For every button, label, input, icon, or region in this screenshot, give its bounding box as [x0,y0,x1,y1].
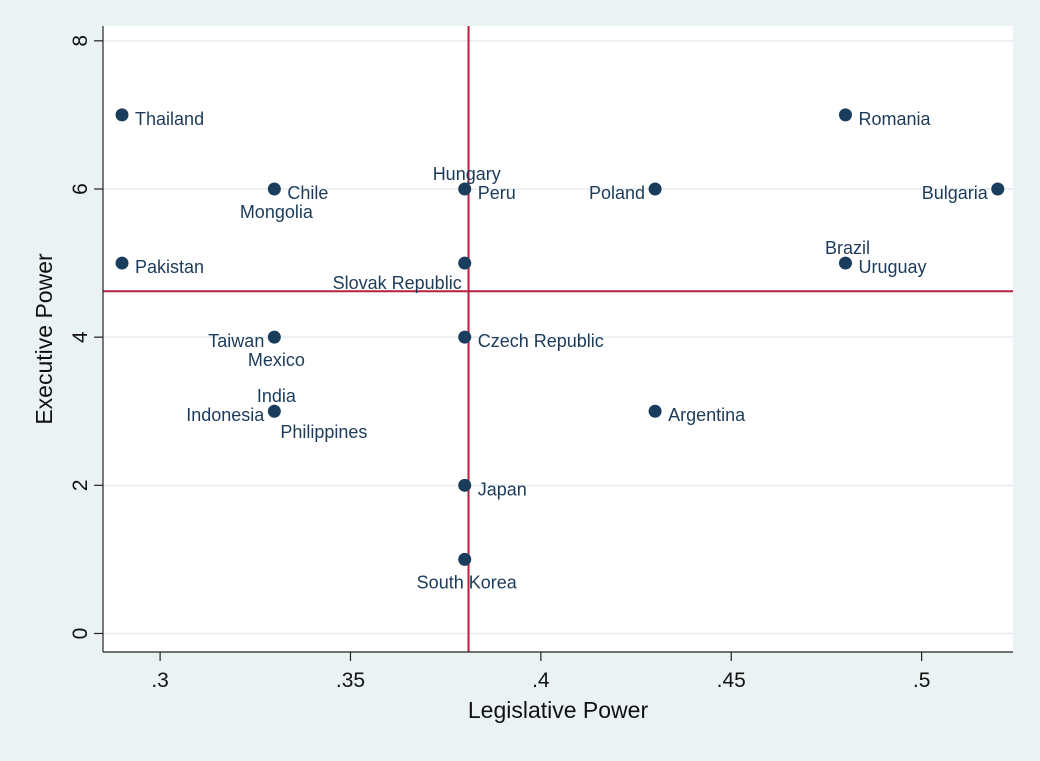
data-point [648,404,662,418]
data-point [267,182,281,196]
data-point [115,256,129,270]
axes [102,26,1013,653]
point-label: Philippines [280,422,367,442]
x-tick-label: .4 [532,669,550,692]
point-label: Mexico [248,350,305,370]
point-label: South Korea [417,572,518,592]
x-axis-title: Legislative Power [468,697,649,723]
point-label: Indonesia [186,405,265,425]
y-tick-label: 4 [69,331,92,343]
point-label: Chile [287,183,328,203]
data-point [991,182,1005,196]
plot-area [103,26,1013,652]
point-label: Peru [478,183,516,203]
data-point [267,404,281,418]
point-label: Mongolia [240,202,314,222]
y-axis-title: Executive Power [31,253,57,425]
point-label: Czech Republic [478,331,604,351]
point-label: Japan [478,479,527,499]
point-label: Poland [589,183,645,203]
y-tick-label: 2 [69,479,92,491]
x-tick-label: .45 [717,669,746,692]
data-point [267,330,281,344]
point-label: India [257,386,297,406]
data-points [115,108,1005,566]
data-point [458,478,472,492]
data-point [115,108,129,122]
y-tick-label: 8 [69,35,92,47]
data-point [648,182,662,196]
point-label: Hungary [433,164,501,184]
point-label: Bulgaria [922,183,989,203]
data-point [458,552,472,566]
point-label: Brazil [825,238,870,258]
point-label: Pakistan [135,257,204,277]
data-point [458,256,472,270]
x-tick-label: .5 [913,669,931,692]
data-point [838,256,852,270]
data-point [458,182,472,196]
point-label: Argentina [668,405,746,425]
y-tick-label: 0 [69,628,92,640]
point-label: Taiwan [208,331,264,351]
point-label: Uruguay [858,257,926,277]
x-tick-label: .3 [151,669,169,692]
data-point [838,108,852,122]
point-label: Romania [858,109,931,129]
x-tick-label: .35 [336,669,365,692]
point-label: Slovak Republic [333,273,462,293]
axis-ticks: 0 2 4 6 8 .3 .35 .4 .45 .5 [69,35,930,692]
y-tick-label: 6 [69,183,92,195]
grid-lines [103,40,1013,635]
data-point [458,330,472,344]
point-label: Thailand [135,109,204,129]
